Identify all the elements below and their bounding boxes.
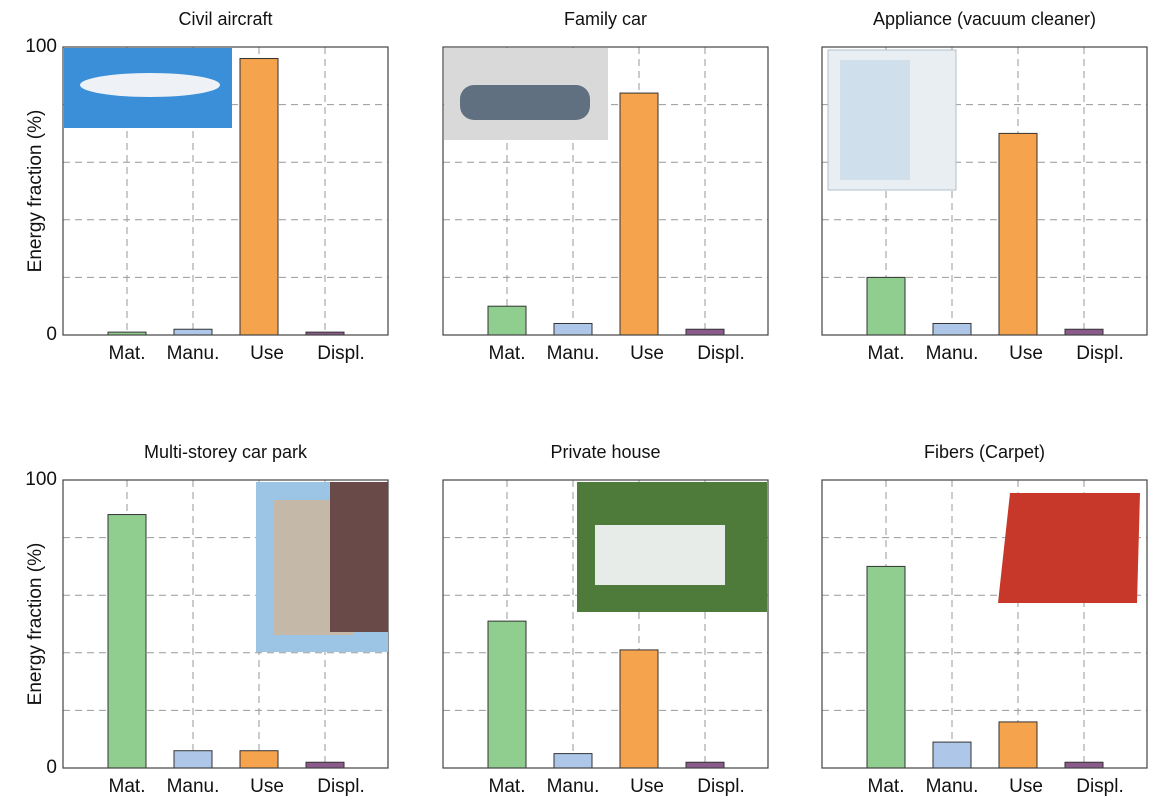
bar — [998, 132, 1038, 336]
bar — [685, 761, 725, 769]
bar — [1064, 328, 1104, 336]
x-tick-label: Displ. — [1076, 776, 1124, 797]
bar — [107, 514, 147, 769]
photo-car — [444, 48, 608, 140]
y-axis-label: Energy fraction (%) — [25, 543, 46, 706]
bar — [173, 750, 213, 769]
subplot: Appliance (vacuum cleaner) Mat. Manu. Use Di… — [821, 9, 1148, 364]
x-tick-label: Displ. — [697, 343, 745, 364]
x-tick-label: Manu. — [926, 343, 979, 364]
x-tick-label: Mat. — [489, 776, 526, 797]
x-tick-label: Displ. — [317, 776, 365, 797]
bar — [487, 620, 527, 769]
x-tick-label: Use — [630, 343, 664, 364]
x-tick-label: Use — [1009, 343, 1043, 364]
bar — [1064, 761, 1104, 769]
bar — [173, 328, 213, 336]
bar — [866, 565, 906, 769]
plot-frame — [821, 46, 1148, 336]
x-tick-label: Displ. — [697, 776, 745, 797]
bar — [305, 761, 345, 769]
x-tick-label: Displ. — [1076, 343, 1124, 364]
bar — [487, 305, 527, 336]
bar — [619, 92, 659, 336]
x-tick-label: Use — [250, 776, 284, 797]
y-tick-label: 100 — [25, 469, 57, 490]
subplot-title: Appliance (vacuum cleaner) — [873, 9, 1096, 29]
bar — [239, 750, 279, 769]
x-tick-label: Mat. — [489, 343, 526, 364]
photo-car-park — [256, 482, 388, 652]
subplot-title: Family car — [564, 9, 647, 29]
y-tick-label: 0 — [46, 324, 57, 345]
bar — [685, 328, 725, 336]
subplot: Civil aircraft 0 100 Energy fraction (%) Mat… — [25, 9, 389, 364]
x-tick-label: Mat. — [109, 343, 146, 364]
x-tick-label: Use — [1009, 776, 1043, 797]
subplot-title: Private house — [550, 442, 660, 462]
x-tick-label: Mat. — [109, 776, 146, 797]
plot-frame — [442, 479, 769, 769]
x-tick-label: Displ. — [317, 343, 365, 364]
y-tick-label: 0 — [46, 757, 57, 778]
x-tick-label: Manu. — [167, 776, 220, 797]
subplot-title: Civil aircraft — [178, 9, 272, 29]
plot-frame — [442, 46, 769, 336]
x-tick-label: Mat. — [868, 776, 905, 797]
y-tick-label: 100 — [25, 36, 57, 57]
subplot-title: Multi-storey car park — [144, 442, 308, 462]
x-tick-label: Manu. — [167, 343, 220, 364]
subplot: Family car Mat. Manu. Use Displ. — [442, 9, 769, 364]
bar — [932, 322, 972, 336]
photo-house — [577, 482, 767, 612]
bar — [553, 753, 593, 769]
bar — [553, 322, 593, 336]
x-tick-label: Use — [630, 776, 664, 797]
plot-frame — [62, 46, 389, 336]
bar — [239, 58, 279, 336]
bar — [998, 721, 1038, 769]
photo-fridge — [827, 49, 957, 191]
subplot: Fibers (Carpet) Mat. Manu. Use Displ. — [821, 442, 1148, 797]
bar — [866, 276, 906, 336]
photo-aircraft — [64, 48, 232, 128]
x-tick-label: Manu. — [926, 776, 979, 797]
y-axis-label: Energy fraction (%) — [25, 110, 46, 273]
x-tick-label: Manu. — [547, 343, 600, 364]
subplot: Multi-storey car park 0 100 Energy fraction… — [25, 442, 389, 797]
x-tick-label: Mat. — [868, 343, 905, 364]
bar — [932, 741, 972, 769]
subplot-title: Fibers (Carpet) — [924, 442, 1045, 462]
plot-frame — [821, 479, 1148, 769]
bar — [619, 649, 659, 769]
x-tick-label: Use — [250, 343, 284, 364]
x-tick-label: Manu. — [547, 776, 600, 797]
photo-carpet — [998, 493, 1140, 603]
